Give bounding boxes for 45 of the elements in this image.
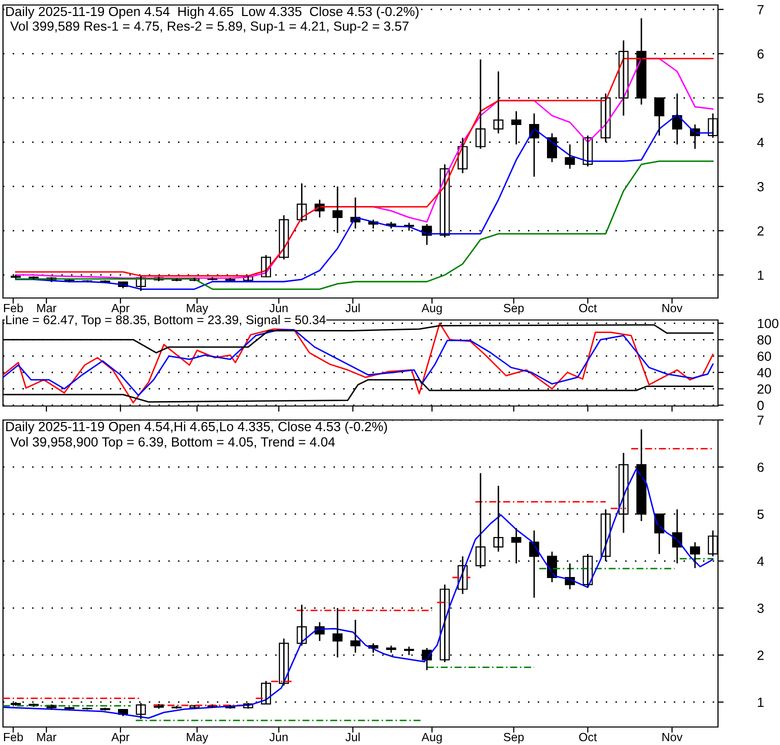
y-tick-label: 2 xyxy=(758,650,764,660)
x-tick-label: Jun xyxy=(269,304,288,312)
y-tick-label: 7 xyxy=(758,5,764,14)
y-tick-label: 5 xyxy=(757,94,764,103)
y-tick-label: 7 xyxy=(758,416,764,425)
y-tick-label: 5 xyxy=(757,510,764,519)
y-tick-label: 3 xyxy=(757,604,764,613)
x-tick-label: Aug xyxy=(422,304,442,315)
y-tick-label: 4 xyxy=(757,138,764,147)
y-tick-label: 1 xyxy=(758,270,764,280)
x-tick-label: Oct xyxy=(579,304,597,312)
y-tick-label: 60 xyxy=(758,352,772,361)
x-tick-label: Jun xyxy=(269,732,288,742)
y-tick-label: 2 xyxy=(758,226,764,236)
y-tick-label: 40 xyxy=(757,368,772,378)
x-tick-label: Feb xyxy=(4,304,23,312)
x-tick-label: May xyxy=(186,732,208,744)
y-tick-label: 1 xyxy=(758,698,764,707)
y-tick-label: 6 xyxy=(758,462,764,472)
chart-title: Daily 2025-11-19 Open 4.54 High 4.65 Low 4.335 Close 4.53 (-0.2%) xyxy=(6,6,418,19)
chart-title: Daily 2025-11-19 Open 4.54,Hi 4.65,Lo 4.335, Close 4.53 (-0.2%) xyxy=(6,422,387,434)
chart-title: Line = 62.47, Top = 88.35, Bottom = 23.39, Signal = 50.34 xyxy=(6,315,326,327)
y-tick-label: 4 xyxy=(757,556,764,566)
x-tick-label: Mar xyxy=(37,304,56,312)
y-tick-label: 0 xyxy=(757,400,764,410)
x-tick-label: Sep xyxy=(504,304,524,315)
x-tick-label: Oct xyxy=(579,732,597,742)
y-tick-label: 100 xyxy=(758,318,778,328)
x-tick-label: Jul xyxy=(345,304,360,312)
x-tick-label: Apr xyxy=(111,732,130,744)
x-tick-label: Aug xyxy=(422,732,442,744)
text: Vol 39,958,900 Top = 6.39, Bottom = 4.05, Trend = 4.04 xyxy=(10,436,335,450)
y-tick-label: 3 xyxy=(757,182,764,192)
y-tick-label: 6 xyxy=(758,49,764,59)
x-tick-label: Mar xyxy=(37,732,56,742)
y-tick-label: 20 xyxy=(758,384,772,394)
x-tick-label: Nov xyxy=(662,304,682,312)
x-tick-label: Jul xyxy=(345,732,360,742)
x-tick-label: Sep xyxy=(504,732,524,744)
x-tick-label: May xyxy=(186,304,208,315)
x-tick-label: Nov xyxy=(662,732,682,742)
x-tick-label: Feb xyxy=(4,732,23,742)
text: Vol 399,589 Res-1 = 4.75, Res-2 = 5.89, Sup-1 = 4.21, Sup-2 = 3.57 xyxy=(10,21,409,34)
x-tick-label: Apr xyxy=(111,304,130,315)
y-tick-label: 80 xyxy=(757,335,772,345)
